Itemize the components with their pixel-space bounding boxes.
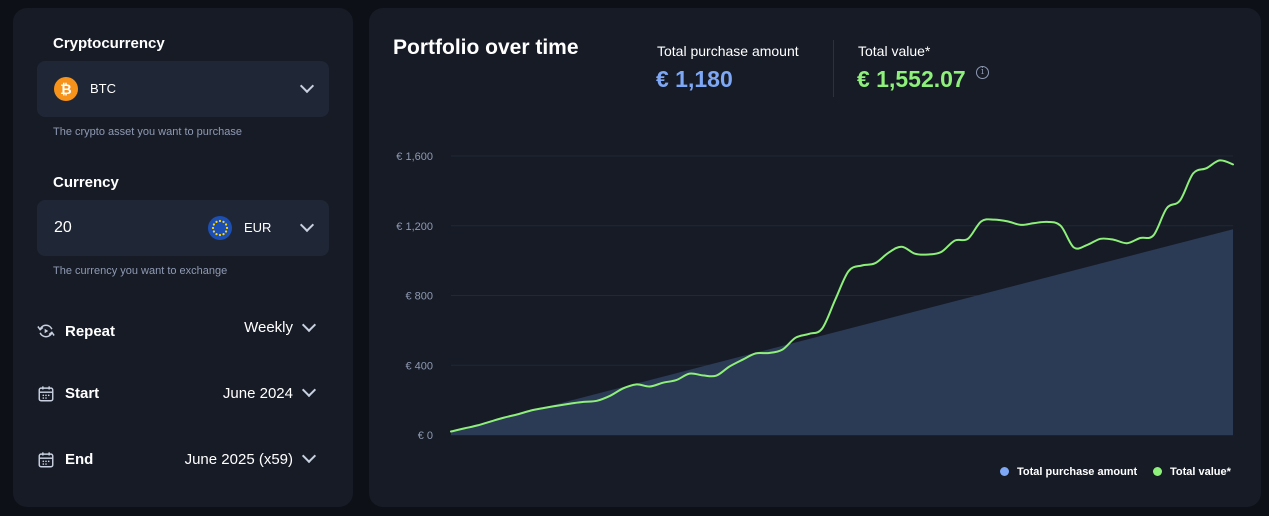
y-tick-label: € 400	[405, 360, 433, 372]
end-dropdown[interactable]: June 2025 (x59)	[184, 451, 293, 468]
stat-divider	[833, 40, 834, 97]
purchase-amount-value: € 1,180	[656, 66, 733, 92]
y-tick-label: € 1,600	[396, 151, 433, 163]
calculator-form: Cryptocurrency ₿ BTC The crypto asset yo…	[13, 8, 353, 507]
portfolio-chart-panel: Portfolio over time Total purchase amoun…	[369, 8, 1261, 507]
y-tick-label: € 800	[405, 291, 433, 303]
crypto-helper-text: The crypto asset you want to purchase	[53, 126, 242, 138]
legend-total-label: Total value*	[1170, 466, 1231, 478]
start-dropdown[interactable]: June 2024	[222, 385, 293, 402]
crypto-field-title: Cryptocurrency	[53, 35, 165, 52]
currency-field-title: Currency	[53, 174, 119, 191]
info-icon[interactable]: i	[976, 66, 989, 79]
legend-total: Total value*	[1153, 466, 1231, 478]
legend-purchase-label: Total purchase amount	[1017, 466, 1138, 478]
bitcoin-icon: ₿	[54, 77, 78, 101]
chevron-down-icon[interactable]	[301, 448, 317, 464]
repeat-label: Repeat	[65, 323, 116, 340]
currency-helper-text: The currency you want to exchange	[53, 265, 228, 277]
calendar-icon	[38, 386, 54, 402]
portfolio-chart: € 0 € 400 € 800 € 1,200 € 1,600	[396, 151, 1234, 442]
chevron-down-icon[interactable]	[299, 217, 315, 233]
crypto-select[interactable]: ₿ BTC	[37, 61, 329, 117]
total-value-line	[450, 159, 1234, 433]
currency-input-group: 20 EUR	[37, 200, 329, 256]
chevron-down-icon[interactable]	[301, 382, 317, 398]
amount-input[interactable]: 20	[54, 219, 72, 236]
legend-purchase: Total purchase amount	[1000, 466, 1137, 478]
end-label: End	[65, 451, 94, 468]
eu-flag-icon	[208, 216, 232, 240]
y-tick-label: € 1,200	[396, 221, 433, 233]
purchase-area	[451, 229, 1233, 435]
calendar-icon	[38, 452, 54, 468]
legend-dot-purchase	[1000, 467, 1009, 476]
chevron-down-icon	[299, 78, 315, 94]
total-value-value: € 1,552.07	[857, 66, 966, 92]
start-label: Start	[65, 385, 100, 402]
y-tick-label: € 0	[418, 430, 433, 442]
total-value-label: Total value*	[858, 43, 931, 59]
chart-title: Portfolio over time	[393, 36, 579, 59]
purchase-amount-label: Total purchase amount	[657, 43, 799, 59]
legend-dot-total	[1153, 467, 1162, 476]
chevron-down-icon[interactable]	[301, 317, 317, 333]
repeat-dropdown[interactable]: Weekly	[244, 319, 293, 336]
currency-select-value[interactable]: EUR	[244, 220, 272, 235]
repeat-icon	[37, 324, 55, 338]
crypto-select-value: BTC	[90, 81, 116, 96]
